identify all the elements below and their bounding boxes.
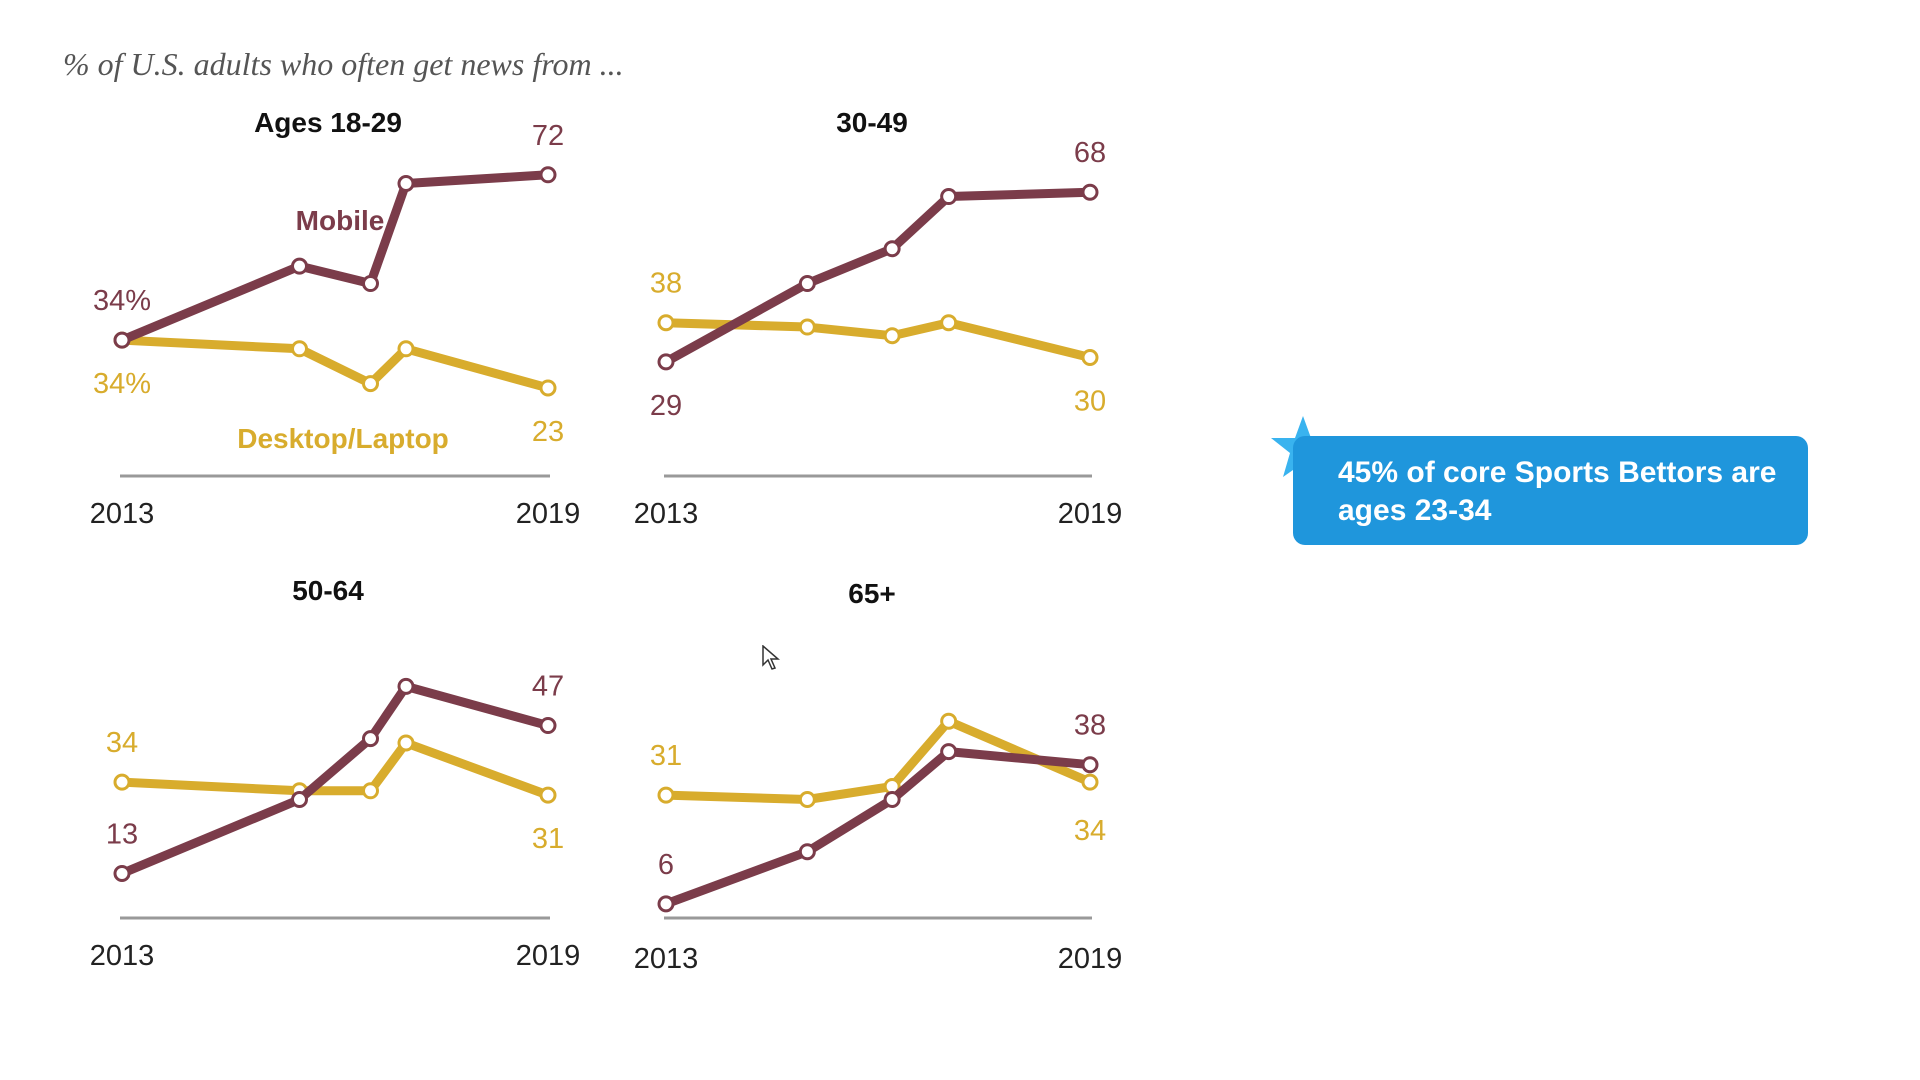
series-line-mobile xyxy=(117,681,553,878)
data-point xyxy=(113,864,131,882)
data-point xyxy=(397,175,415,192)
data-point xyxy=(113,331,131,349)
callout-box: 45% of core Sports Bettors are ages 23-3… xyxy=(1293,436,1808,545)
data-point xyxy=(291,791,308,808)
data-label: 47 xyxy=(532,671,564,703)
data-label: 23 xyxy=(532,416,564,448)
data-point xyxy=(1081,756,1099,774)
data-point xyxy=(883,327,901,345)
data-point xyxy=(798,318,816,336)
data-point xyxy=(883,240,901,258)
data-point xyxy=(798,843,816,861)
data-point xyxy=(539,786,557,804)
data-label: 72 xyxy=(532,120,564,152)
data-point xyxy=(539,379,557,397)
data-point xyxy=(657,895,675,913)
data-point xyxy=(798,275,816,293)
data-point xyxy=(113,773,131,791)
data-point xyxy=(397,340,415,358)
data-point xyxy=(657,353,675,371)
data-point xyxy=(362,375,379,393)
chart-subtitle: % of U.S. adults who often get news from… xyxy=(63,46,624,82)
data-point xyxy=(362,782,379,800)
data-point xyxy=(362,730,379,748)
x-tick-label: 2019 xyxy=(516,940,581,972)
data-point xyxy=(657,314,675,332)
data-label: 34 xyxy=(106,727,138,759)
series-line-mobile xyxy=(661,747,1095,909)
mouse-cursor-icon xyxy=(762,645,780,670)
data-point xyxy=(1081,773,1099,791)
data-point xyxy=(940,712,958,730)
data-label: 6 xyxy=(658,849,674,881)
series-label: Desktop/Laptop xyxy=(237,423,449,454)
data-point xyxy=(397,677,415,695)
data-label: 34 xyxy=(1074,815,1106,847)
data-point xyxy=(940,188,958,206)
panel-title: 30-49 xyxy=(836,107,908,138)
data-label: 13 xyxy=(106,818,138,850)
callout-text: 45% of core Sports Bettors are ages 23-3… xyxy=(1338,456,1777,527)
panel-title: 65+ xyxy=(848,578,896,609)
x-tick-label: 2013 xyxy=(90,940,155,972)
data-label: 68 xyxy=(1074,137,1106,169)
data-point xyxy=(798,791,816,808)
data-label: 38 xyxy=(1074,710,1106,742)
series-line-mobile xyxy=(117,170,553,345)
data-point xyxy=(1081,183,1099,201)
x-tick-label: 2013 xyxy=(90,498,155,530)
x-tick-label: 2019 xyxy=(1058,943,1123,975)
data-point xyxy=(539,166,557,184)
data-point xyxy=(657,786,675,804)
x-tick-label: 2019 xyxy=(1058,498,1123,530)
data-point xyxy=(291,257,308,275)
series-label: Mobile xyxy=(296,205,385,236)
x-tick-label: 2013 xyxy=(634,498,699,530)
panel-title: 50-64 xyxy=(292,575,364,606)
data-point xyxy=(291,340,308,358)
data-point xyxy=(362,275,379,293)
x-tick-label: 2019 xyxy=(516,498,581,530)
data-point xyxy=(397,734,415,752)
x-tick-label: 2013 xyxy=(634,943,699,975)
data-point xyxy=(940,314,958,332)
data-label: 29 xyxy=(650,390,682,422)
data-label: 31 xyxy=(650,740,682,772)
data-point xyxy=(539,717,557,735)
data-label: 34% xyxy=(93,285,151,317)
data-label: 34% xyxy=(93,368,151,400)
data-point xyxy=(883,791,901,808)
panel-title: Ages 18-29 xyxy=(254,107,402,138)
data-point xyxy=(1081,349,1099,366)
series-line-desktop xyxy=(117,335,553,393)
data-label: 38 xyxy=(650,268,682,300)
data-label: 30 xyxy=(1074,386,1106,418)
data-point xyxy=(940,743,958,761)
data-label: 31 xyxy=(532,823,564,855)
